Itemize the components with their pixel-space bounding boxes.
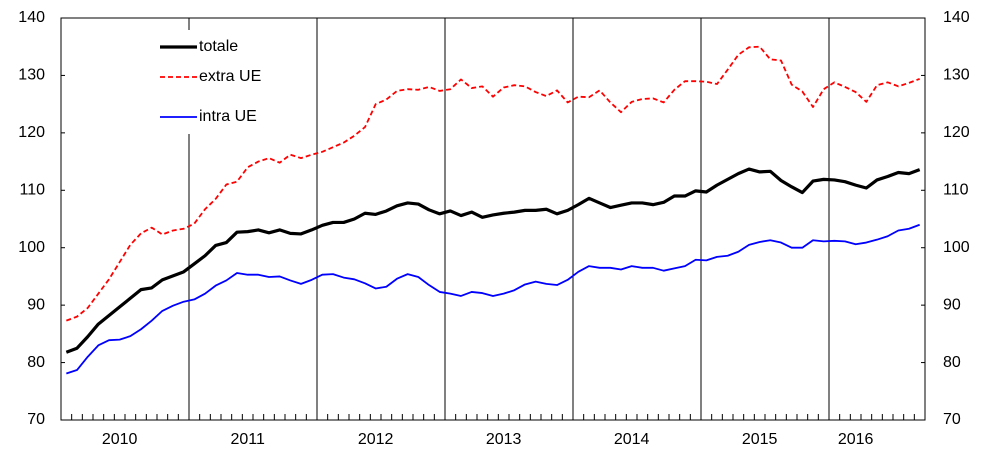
series-line <box>66 223 920 375</box>
y2-tick-label: 120 <box>943 124 970 141</box>
y-tick-label: 80 <box>27 354 45 371</box>
legend-label: intra UE <box>199 108 257 125</box>
y-tick-label: 140 <box>18 9 45 26</box>
x-tick-label: 2015 <box>742 431 778 448</box>
y2-tick-label: 90 <box>943 296 961 313</box>
x-tick-label: 2013 <box>486 431 522 448</box>
y2-tick-label: 140 <box>943 9 970 26</box>
x-tick-label: 2016 <box>838 431 874 448</box>
legend-label: extra UE <box>199 68 261 85</box>
legend-label: totale <box>199 38 238 55</box>
x-tick-label: 2010 <box>102 431 138 448</box>
y-tick-label: 100 <box>18 239 45 256</box>
plot-border <box>60 17 926 421</box>
series-line <box>66 45 920 322</box>
y-tick-label: 110 <box>19 182 45 199</box>
x-tick-label: 2011 <box>230 431 265 448</box>
x-tick-label: 2012 <box>358 431 394 448</box>
y2-tick-label: 130 <box>943 67 970 84</box>
y-tick-label: 90 <box>27 296 45 313</box>
y-tick-label: 130 <box>18 67 45 84</box>
y-tick-label: 120 <box>18 124 45 141</box>
y2-tick-label: 100 <box>943 239 970 256</box>
y-tick-label: 70 <box>27 411 45 428</box>
x-tick-label: 2014 <box>614 431 650 448</box>
y2-tick-label: 80 <box>943 354 961 371</box>
y2-tick-label: 110 <box>943 182 969 199</box>
series-line <box>65 167 921 354</box>
y2-tick-label: 70 <box>943 411 961 428</box>
